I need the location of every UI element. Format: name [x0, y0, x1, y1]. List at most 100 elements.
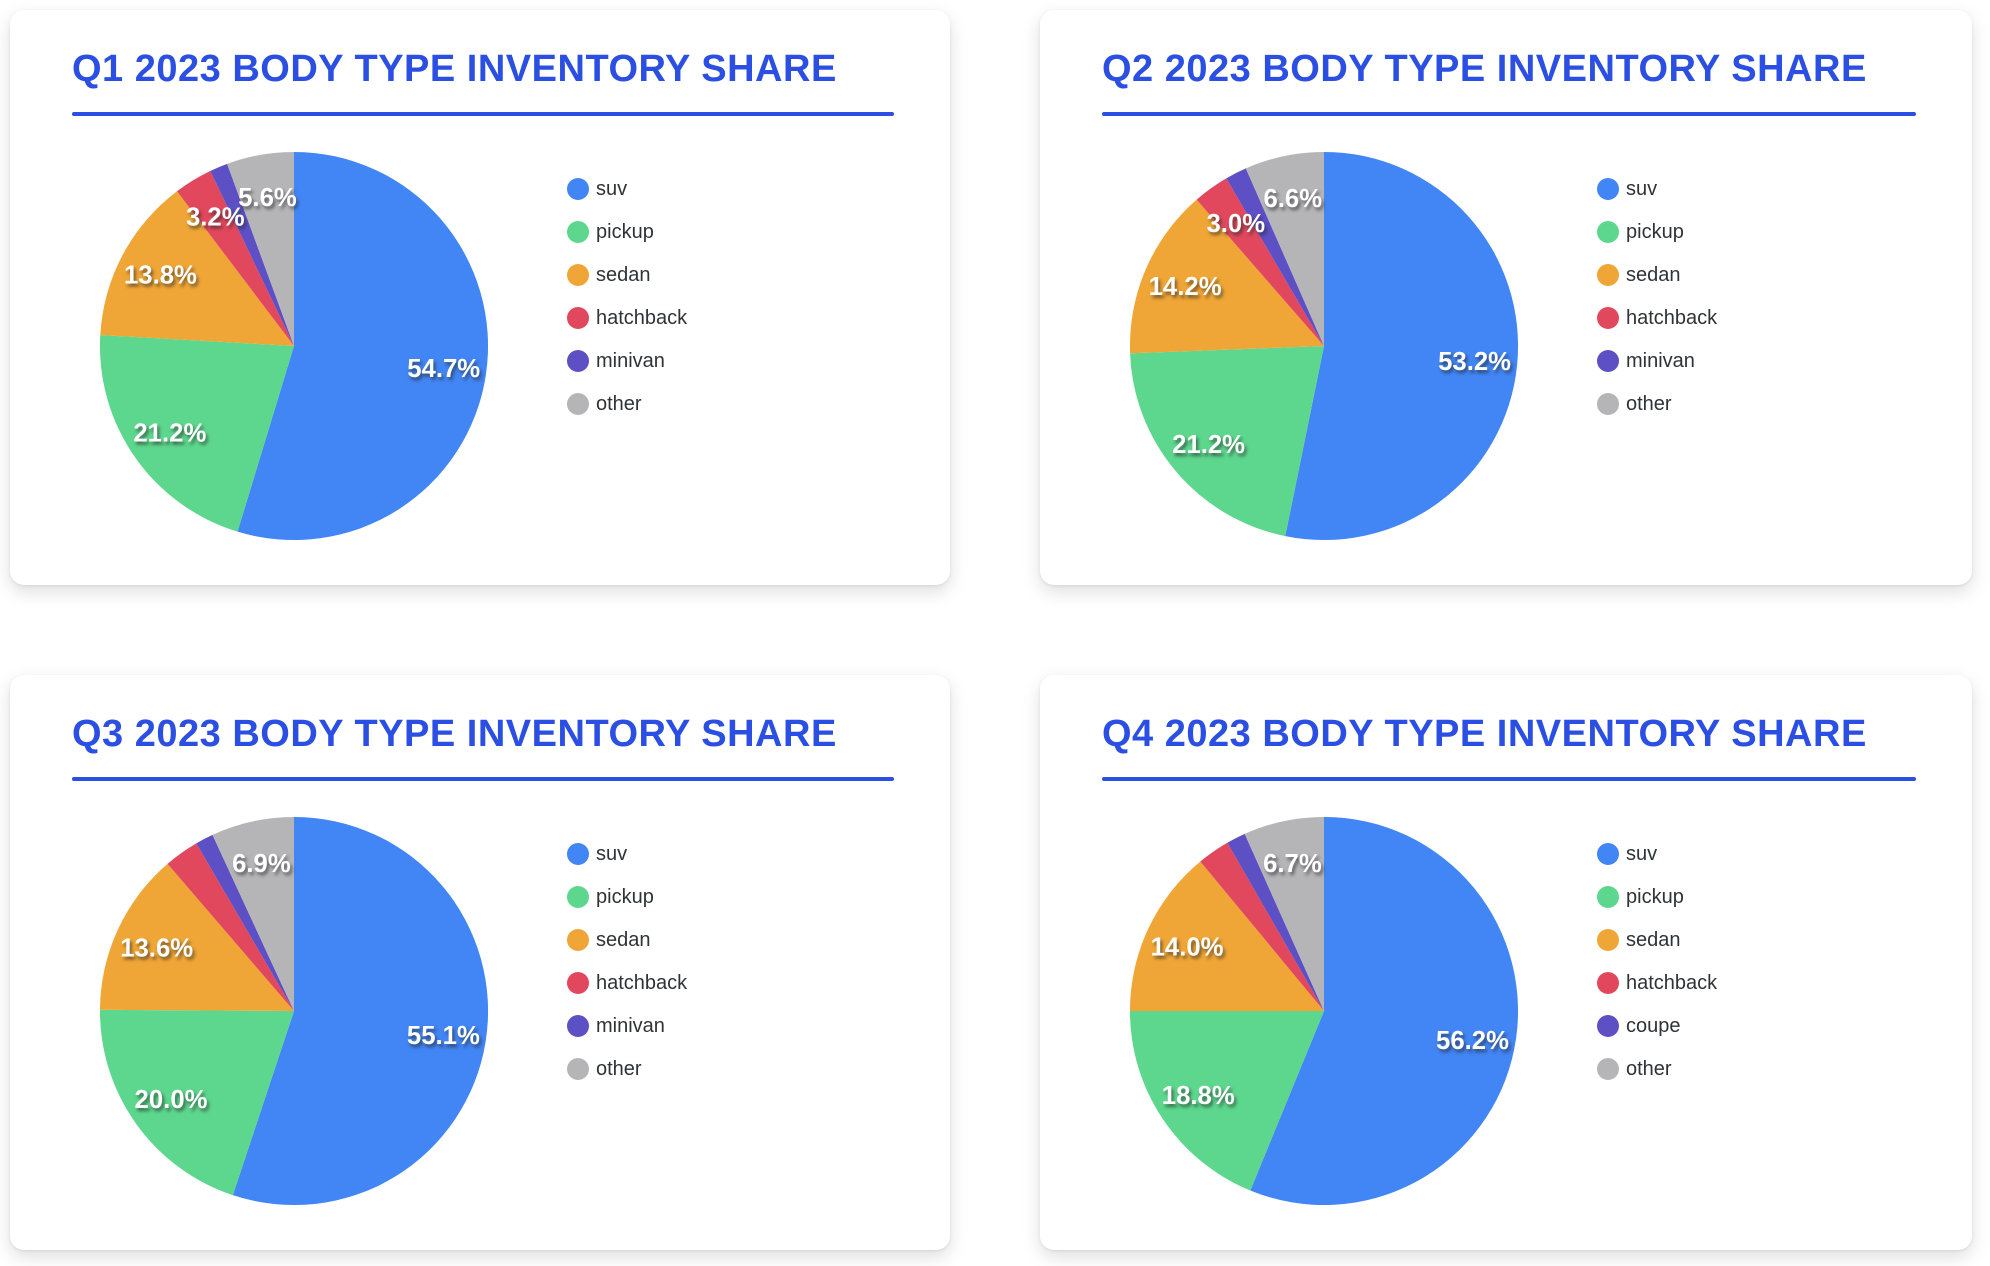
pie-slice-suv — [232, 816, 489, 1206]
legend-item-suv: suv — [567, 843, 687, 865]
title-underline — [72, 112, 894, 116]
legend-q2: suv pickup sedan hatchback minivan other — [1597, 178, 1717, 436]
legend-item-suv: suv — [1597, 178, 1717, 200]
legend-item-suv: suv — [567, 178, 687, 200]
legend-item-coupe: coupe — [1597, 1015, 1717, 1037]
legend-swatch-suv — [1597, 843, 1619, 865]
chart-card-q1: Q1 2023 BODY TYPE INVENTORY SHARE 54.7% 2… — [10, 10, 950, 585]
legend-label-sedan: sedan — [1626, 264, 1681, 286]
legend-label-other: other — [596, 393, 642, 415]
pie-slice-sedan — [99, 863, 295, 1011]
legend-item-sedan: sedan — [1597, 929, 1717, 951]
chart-title-q4: Q4 2023 BODY TYPE INVENTORY SHARE — [1102, 713, 1867, 755]
legend-label-suv: suv — [1626, 178, 1658, 200]
chart-card-q4: Q4 2023 BODY TYPE INVENTORY SHARE 56.2% 1… — [1040, 675, 1972, 1250]
legend-label-sedan: sedan — [596, 929, 651, 951]
legend-swatch-pickup — [567, 886, 589, 908]
slice-label-suv: 53.2% — [1438, 348, 1511, 376]
legend-label-other: other — [596, 1058, 642, 1080]
legend-label-hatchback: hatchback — [1626, 307, 1718, 329]
title-underline — [1102, 112, 1916, 116]
legend-swatch-pickup — [1597, 886, 1619, 908]
legend-swatch-pickup — [567, 221, 589, 243]
slice-label-other: 5.6% — [238, 184, 297, 212]
chart-content: 54.7% 21.2% 13.8% 3.2% 5.6% suv pickup sedan ha… — [72, 148, 894, 544]
slice-label-suv: 54.7% — [407, 355, 480, 383]
chart-content: 56.2% 18.8% 14.0% 6.7% suv pickup sedan hatchb… — [1102, 813, 1916, 1209]
legend-label-minivan: minivan — [1626, 350, 1695, 372]
legend-q1: suv pickup sedan hatchback minivan other — [567, 178, 687, 436]
pie-slice-hatchback — [177, 170, 294, 346]
legend-label-hatchback: hatchback — [596, 307, 688, 329]
chart-title-q3: Q3 2023 BODY TYPE INVENTORY SHARE — [72, 713, 837, 755]
legend-item-pickup: pickup — [567, 886, 687, 908]
slice-label-suv: 56.2% — [1436, 1027, 1509, 1055]
pie-slice-suv — [1250, 816, 1519, 1206]
slice-label-sedan: 13.8% — [124, 262, 197, 290]
chart-title-q1: Q1 2023 BODY TYPE INVENTORY SHARE — [72, 48, 837, 90]
slice-label-other: 6.9% — [232, 850, 291, 878]
pie-chart-q1: 54.7% 21.2% 13.8% 3.2%5.6% — [99, 151, 489, 541]
legend-label-pickup: pickup — [596, 221, 654, 243]
legend-item-other: other — [567, 1058, 687, 1080]
legend-swatch-other — [567, 393, 589, 415]
slice-label-pickup: 20.0% — [135, 1086, 208, 1114]
legend-item-minivan: minivan — [567, 350, 687, 372]
pie-slice-minivan — [210, 163, 294, 346]
pie-chart-q2: 53.2% 21.2% 14.2% 3.0%6.6% — [1129, 151, 1519, 541]
legend-label-coupe: coupe — [1626, 1015, 1681, 1037]
slice-label-pickup: 21.2% — [133, 420, 206, 448]
slice-label-other: 6.6% — [1263, 185, 1322, 213]
pie-slice-sedan — [100, 191, 294, 346]
legend-item-hatchback: hatchback — [1597, 972, 1717, 994]
legend-swatch-hatchback — [1597, 307, 1619, 329]
slice-label-sedan: 14.0% — [1151, 933, 1224, 961]
legend-label-other: other — [1626, 1058, 1672, 1080]
pie-slice-other — [227, 151, 294, 346]
legend-q4: suv pickup sedan hatchback coupe other — [1597, 843, 1717, 1101]
legend-label-sedan: sedan — [1626, 929, 1681, 951]
legend-label-suv: suv — [596, 843, 628, 865]
legend-swatch-sedan — [1597, 264, 1619, 286]
slice-label-sedan: 13.6% — [120, 934, 193, 962]
slice-label-other: 6.7% — [1263, 850, 1322, 878]
legend-swatch-pickup — [1597, 221, 1619, 243]
slice-label-suv: 55.1% — [407, 1022, 480, 1050]
slice-label-pickup: 21.2% — [1172, 431, 1245, 459]
legend-swatch-hatchback — [567, 307, 589, 329]
pie-slice-coupe — [1227, 833, 1324, 1011]
legend-swatch-other — [1597, 1058, 1619, 1080]
legend-item-other: other — [1597, 393, 1717, 415]
pie-slice-suv — [237, 151, 489, 541]
legend-label-hatchback: hatchback — [1626, 972, 1718, 994]
legend-label-pickup: pickup — [596, 886, 654, 908]
legend-label-minivan: minivan — [596, 1015, 665, 1037]
legend-item-suv: suv — [1597, 843, 1717, 865]
chart-card-q3: Q3 2023 BODY TYPE INVENTORY SHARE 55.1% 2… — [10, 675, 950, 1250]
legend-item-sedan: sedan — [1597, 264, 1717, 286]
legend-label-minivan: minivan — [596, 350, 665, 372]
pie-slice-pickup — [1129, 1011, 1324, 1191]
legend-swatch-sedan — [1597, 929, 1619, 951]
legend-swatch-sedan — [567, 264, 589, 286]
legend-swatch-hatchback — [1597, 972, 1619, 994]
legend-label-pickup: pickup — [1626, 886, 1684, 908]
legend-item-hatchback: hatchback — [567, 307, 687, 329]
legend-item-pickup: pickup — [1597, 886, 1717, 908]
title-underline — [72, 777, 894, 781]
legend-swatch-suv — [567, 843, 589, 865]
legend-swatch-minivan — [1597, 350, 1619, 372]
pie-chart-q4: 56.2% 18.8% 14.0% 6.7% — [1129, 816, 1519, 1206]
legend-swatch-other — [1597, 393, 1619, 415]
legend-item-hatchback: hatchback — [567, 972, 687, 994]
chart-content: 55.1% 20.0% 13.6% 6.9% suv pickup sedan hatchb… — [72, 813, 894, 1209]
legend-swatch-coupe — [1597, 1015, 1619, 1037]
legend-swatch-minivan — [567, 1015, 589, 1037]
slice-label-sedan: 14.2% — [1149, 273, 1222, 301]
legend-label-suv: suv — [596, 178, 628, 200]
slice-label-pickup: 18.8% — [1162, 1082, 1235, 1110]
legend-item-minivan: minivan — [567, 1015, 687, 1037]
legend-item-pickup: pickup — [567, 221, 687, 243]
legend-label-hatchback: hatchback — [596, 972, 688, 994]
pie-slice-pickup — [99, 1009, 294, 1196]
